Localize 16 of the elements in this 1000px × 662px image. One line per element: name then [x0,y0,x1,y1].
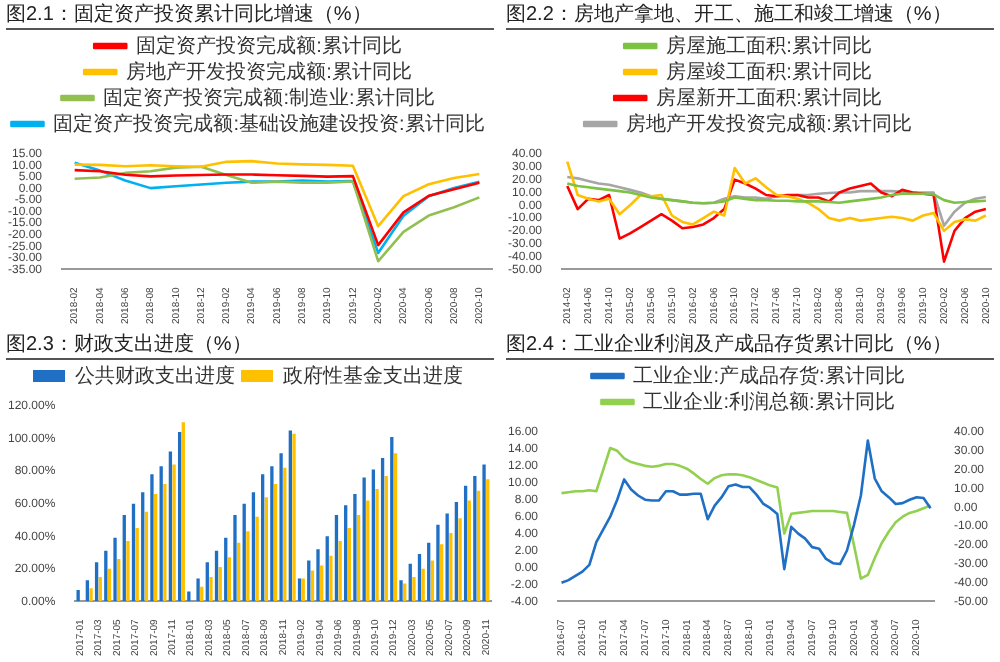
chart-title: 图2.4：工业企业利润及产成品存货累计同比（%） [506,332,994,360]
legend-label: 房屋竣工面积:累计同比 [666,59,872,84]
chart-title: 图2.2：房地产拿地、开工、施工和竣工增速（%） [506,2,994,30]
legend-label: 房地产开发投资完成额:累计同比 [126,59,412,84]
chart-title: 图2.1：固定资产投资累计同比增速（%） [6,2,494,30]
legend-label: 政府性基金支出进度 [283,363,463,388]
legend-label: 公共财政支出进度 [75,363,235,388]
chart-title: 图2.3：财政支出进度（%） [6,332,494,360]
legend-label: 固定资产投资完成额:制造业:累计同比 [103,85,435,110]
legend-label: 房地产开发投资完成额:累计同比 [626,111,912,136]
legend-label: 工业企业:利润总额:累计同比 [643,389,895,414]
legend-label: 固定资产投资完成额:基础设施建设投资:累计同比 [53,111,485,136]
legend-label: 房屋施工面积:累计同比 [666,33,872,58]
legend-label: 房屋新开工面积:累计同比 [656,85,882,110]
legend-label: 工业企业:产成品存货:累计同比 [633,363,905,388]
legend-label: 固定资产投资完成额:累计同比 [136,33,402,58]
